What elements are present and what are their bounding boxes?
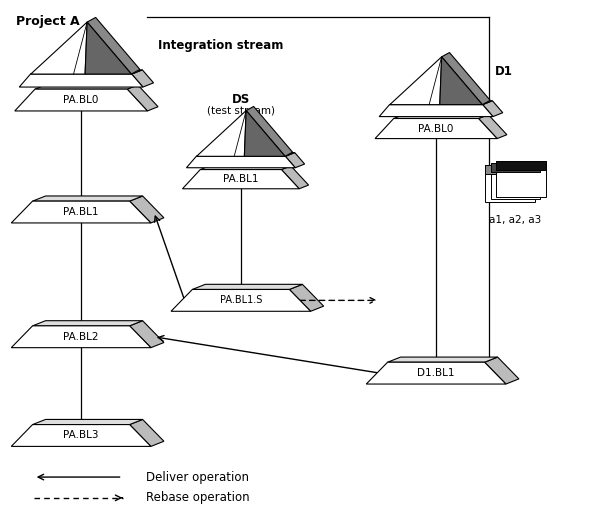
Polygon shape xyxy=(127,85,158,111)
Polygon shape xyxy=(31,22,87,74)
Polygon shape xyxy=(200,166,291,169)
Polygon shape xyxy=(478,115,507,138)
Text: PA.BL2: PA.BL2 xyxy=(64,332,99,342)
Polygon shape xyxy=(491,163,540,172)
Polygon shape xyxy=(379,105,493,117)
Polygon shape xyxy=(394,115,488,118)
Polygon shape xyxy=(485,165,535,202)
Polygon shape xyxy=(187,156,295,168)
Polygon shape xyxy=(244,110,285,156)
Text: D1.BL1: D1.BL1 xyxy=(418,368,455,378)
Polygon shape xyxy=(130,196,164,223)
Polygon shape xyxy=(32,419,143,425)
Polygon shape xyxy=(31,70,142,74)
Polygon shape xyxy=(442,52,490,105)
Polygon shape xyxy=(496,161,545,169)
Text: PA.BL1: PA.BL1 xyxy=(223,174,259,184)
Text: PA.BL3: PA.BL3 xyxy=(64,430,99,440)
Text: Integration stream: Integration stream xyxy=(158,39,283,52)
Polygon shape xyxy=(496,161,545,197)
Text: PA.BL1: PA.BL1 xyxy=(64,207,99,217)
Text: Deliver operation: Deliver operation xyxy=(146,470,249,484)
Polygon shape xyxy=(375,118,497,138)
Polygon shape xyxy=(286,153,305,168)
Polygon shape xyxy=(11,425,151,446)
Polygon shape xyxy=(32,196,143,201)
Text: D1: D1 xyxy=(495,65,513,78)
Text: DS: DS xyxy=(232,92,250,106)
Text: Rebase operation: Rebase operation xyxy=(146,492,250,504)
Polygon shape xyxy=(15,89,148,111)
Polygon shape xyxy=(85,22,131,74)
Polygon shape xyxy=(281,166,308,189)
Polygon shape xyxy=(246,107,293,156)
Polygon shape xyxy=(289,284,323,312)
Polygon shape xyxy=(366,362,506,384)
Polygon shape xyxy=(196,153,295,156)
Text: (test stream): (test stream) xyxy=(207,106,275,116)
Polygon shape xyxy=(171,289,311,312)
Polygon shape xyxy=(182,169,299,189)
Polygon shape xyxy=(32,320,143,326)
Polygon shape xyxy=(131,70,154,87)
Text: PA.BL0: PA.BL0 xyxy=(418,124,454,134)
Polygon shape xyxy=(11,326,151,347)
Polygon shape xyxy=(19,74,143,87)
Polygon shape xyxy=(87,17,140,74)
Polygon shape xyxy=(389,101,493,105)
Polygon shape xyxy=(197,110,246,156)
Polygon shape xyxy=(193,284,302,289)
Text: a1, a2, a3: a1, a2, a3 xyxy=(489,214,541,224)
Polygon shape xyxy=(491,163,540,199)
Polygon shape xyxy=(440,57,482,105)
Polygon shape xyxy=(130,320,164,347)
Text: Project A: Project A xyxy=(16,15,80,27)
Text: PA.BL0: PA.BL0 xyxy=(64,95,99,105)
Polygon shape xyxy=(485,357,519,384)
Polygon shape xyxy=(390,57,442,105)
Polygon shape xyxy=(482,101,503,117)
Text: PA.BL1.S: PA.BL1.S xyxy=(220,295,262,305)
Polygon shape xyxy=(35,85,138,89)
Polygon shape xyxy=(388,357,497,362)
Polygon shape xyxy=(130,419,164,446)
Polygon shape xyxy=(485,165,535,174)
Polygon shape xyxy=(11,201,151,223)
